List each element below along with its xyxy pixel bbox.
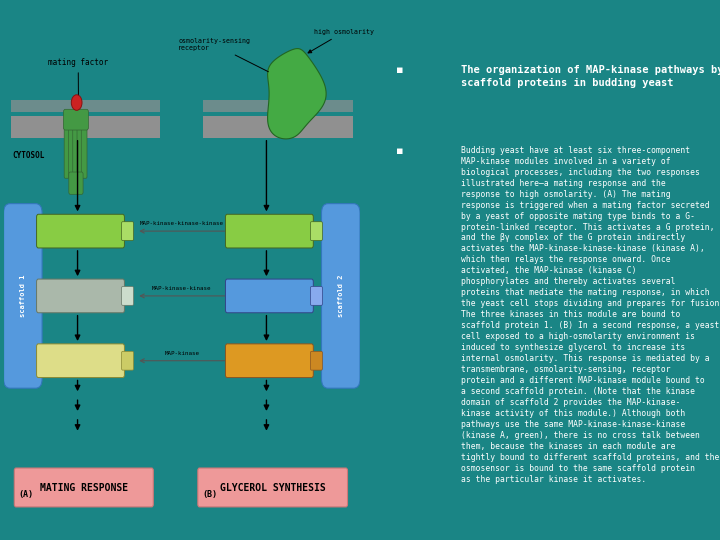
FancyBboxPatch shape [37, 344, 125, 377]
FancyBboxPatch shape [11, 100, 161, 112]
Text: MAP-kinase-kinase-kinase: MAP-kinase-kinase-kinase [140, 221, 224, 226]
FancyBboxPatch shape [14, 468, 153, 507]
FancyBboxPatch shape [310, 222, 323, 240]
FancyBboxPatch shape [69, 172, 83, 194]
FancyBboxPatch shape [63, 109, 89, 130]
FancyBboxPatch shape [68, 118, 74, 178]
Text: (A): (A) [19, 490, 34, 499]
Text: ▪: ▪ [396, 65, 403, 75]
FancyBboxPatch shape [203, 100, 353, 112]
FancyBboxPatch shape [122, 287, 133, 305]
Text: kinase A: kinase A [248, 227, 291, 235]
FancyBboxPatch shape [81, 118, 87, 178]
Text: MAP-kinase-kinase: MAP-kinase-kinase [152, 286, 212, 291]
FancyBboxPatch shape [64, 118, 70, 178]
FancyBboxPatch shape [203, 116, 353, 138]
Text: ▪: ▪ [396, 146, 403, 156]
FancyBboxPatch shape [310, 352, 323, 370]
FancyBboxPatch shape [77, 118, 83, 178]
FancyBboxPatch shape [37, 214, 125, 248]
Text: scaffold 1: scaffold 1 [20, 275, 26, 317]
FancyBboxPatch shape [225, 214, 313, 248]
Polygon shape [268, 49, 326, 139]
Text: kinase C: kinase C [59, 356, 102, 365]
Text: CYTOSOL: CYTOSOL [12, 151, 45, 160]
Text: mating factor: mating factor [48, 58, 108, 96]
FancyBboxPatch shape [122, 222, 133, 240]
Text: scaffold 2: scaffold 2 [338, 275, 343, 317]
FancyBboxPatch shape [322, 204, 360, 388]
Text: osmolarity-sensing
receptor: osmolarity-sensing receptor [179, 38, 269, 72]
FancyBboxPatch shape [73, 118, 78, 178]
FancyBboxPatch shape [225, 279, 313, 313]
FancyBboxPatch shape [37, 279, 125, 313]
Circle shape [71, 95, 82, 110]
Text: kinase domain: kinase domain [235, 292, 305, 300]
Text: kinase B: kinase B [59, 292, 102, 300]
Text: MAP-kinase: MAP-kinase [164, 350, 199, 355]
Text: kinase A: kinase A [59, 227, 102, 235]
Text: GLYCEROL SYNTHESIS: GLYCEROL SYNTHESIS [220, 483, 325, 492]
FancyBboxPatch shape [198, 468, 348, 507]
FancyBboxPatch shape [122, 352, 133, 370]
Text: (B): (B) [202, 490, 217, 499]
Text: kinase C: kinase C [248, 356, 291, 365]
Text: high osmolarity: high osmolarity [308, 29, 374, 53]
Text: Budding yeast have at least six three-component
MAP-kinase modules involved in a: Budding yeast have at least six three-co… [461, 146, 720, 484]
Text: The organization of MAP-kinase pathways by
scaffold proteins in budding yeast: The organization of MAP-kinase pathways … [461, 65, 720, 87]
FancyBboxPatch shape [310, 287, 323, 305]
FancyBboxPatch shape [11, 116, 161, 138]
Text: MATING RESPONSE: MATING RESPONSE [40, 483, 128, 492]
FancyBboxPatch shape [225, 344, 313, 377]
FancyBboxPatch shape [4, 204, 42, 388]
